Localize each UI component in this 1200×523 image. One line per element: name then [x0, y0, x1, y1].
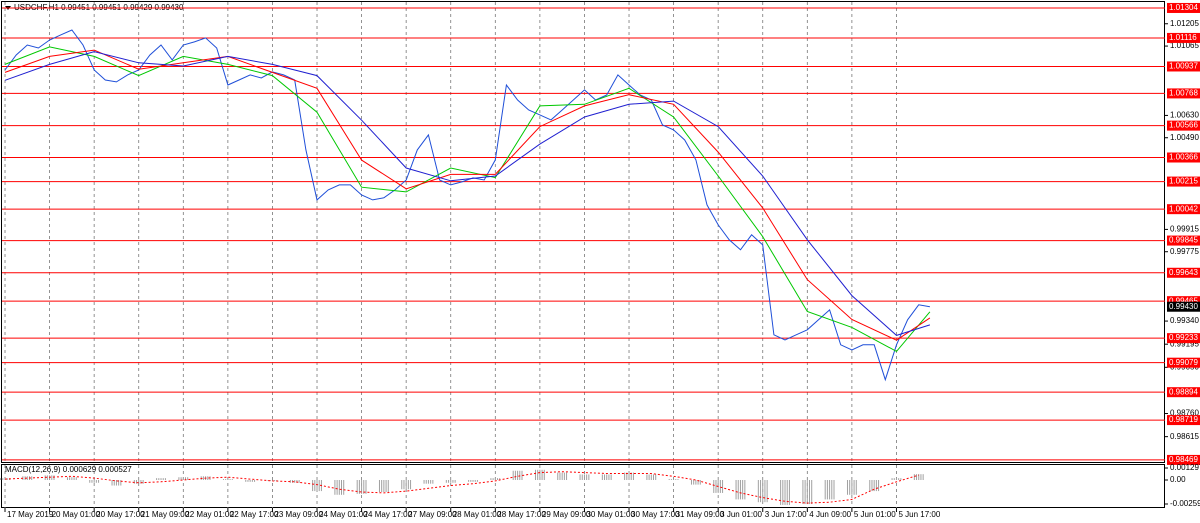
- level-label: 1.00215: [1169, 177, 1198, 186]
- level-label-box: [1167, 387, 1200, 398]
- level-label-box: [1167, 204, 1200, 215]
- level-label-box: [1167, 454, 1200, 465]
- x-tick-label: 24 May 01:00: [319, 510, 368, 519]
- main-frame: [1, 1, 1165, 463]
- level-label: 1.00042: [1169, 204, 1198, 213]
- y-tick-label: 0.00: [1170, 475, 1186, 484]
- level-label-box: [1167, 61, 1200, 72]
- x-tick-label: 28 May 01:00: [453, 510, 502, 519]
- x-tick-label: 20 May 01:00: [52, 510, 101, 519]
- x-tick-label: 21 May 09:00: [141, 510, 190, 519]
- macd-frame: [1, 464, 1165, 508]
- macd-title: MACD(12,26,9) 0.000629 0.000527: [5, 465, 132, 474]
- level-label-box: [1167, 32, 1200, 43]
- level-label-box: [1167, 120, 1200, 131]
- current-price-label: 0.99430: [1169, 302, 1198, 311]
- level-label: 0.99079: [1169, 358, 1198, 367]
- x-tick-label: 22 May 01:00: [185, 510, 234, 519]
- x-tick-label: 5 Jun 17:00: [898, 510, 940, 519]
- y-tick-label: 0.001297: [1170, 463, 1200, 472]
- level-label: 1.00366: [1169, 153, 1198, 162]
- x-tick-label: 28 May 17:00: [497, 510, 546, 519]
- y-tick-label: 0.99775: [1170, 247, 1199, 256]
- y-tick-label: -0.002597: [1170, 499, 1200, 508]
- level-label: 0.98719: [1169, 415, 1198, 424]
- level-label-box: [1167, 357, 1200, 368]
- level-label: 1.00566: [1169, 121, 1198, 130]
- x-tick-label: 20 May 17:00: [96, 510, 145, 519]
- x-tick-label: 4 Jun 09:00: [809, 510, 851, 519]
- y-tick-label: 1.00630: [1170, 111, 1199, 120]
- x-tick-label: 3 Jun 01:00: [720, 510, 762, 519]
- x-tick-label: 23 May 09:00: [274, 510, 323, 519]
- y-tick-label: 1.00490: [1170, 133, 1199, 142]
- x-tick-label: 22 May 17:00: [230, 510, 279, 519]
- level-label-box: [1167, 296, 1200, 307]
- level-label-box: [1167, 333, 1200, 344]
- x-tick-label: 3 Jun 17:00: [765, 510, 807, 519]
- moving-average: [4, 49, 931, 341]
- y-tick-label: 0.98615: [1170, 432, 1199, 441]
- level-label-box: [1167, 415, 1200, 426]
- level-label: 0.99845: [1169, 236, 1198, 245]
- level-label-box: [1167, 176, 1200, 187]
- y-tick-label: 0.98760: [1170, 409, 1199, 418]
- x-tick-label: 27 May 09:00: [408, 510, 457, 519]
- level-label: 1.01304: [1169, 3, 1198, 12]
- x-tick-label: 31 May 09:00: [676, 510, 725, 519]
- y-tick-label: 1.01065: [1170, 41, 1199, 50]
- level-label: 0.99465: [1169, 296, 1198, 305]
- price-line: [4, 29, 930, 382]
- level-label: 1.00937: [1169, 62, 1198, 71]
- x-tick-label: 17 May 2019: [7, 510, 54, 519]
- macd-signal-line: [4, 471, 919, 504]
- level-label: 1.00768: [1169, 89, 1198, 98]
- x-tick-label: 29 May 09:00: [542, 510, 591, 519]
- y-tick-label: 0.99195: [1170, 339, 1199, 348]
- x-tick-label: 5 Jun 01:00: [854, 510, 896, 519]
- level-label-box: [1167, 235, 1200, 246]
- moving-average: [4, 51, 931, 336]
- level-label: 0.98894: [1169, 387, 1198, 396]
- current-price-box: [1167, 301, 1200, 312]
- x-tick-label: 24 May 17:00: [364, 510, 413, 519]
- level-label: 0.99233: [1169, 333, 1198, 342]
- x-tick-label: 30 May 17:00: [631, 510, 680, 519]
- level-label: 1.01116: [1169, 33, 1197, 42]
- x-tick-label: 30 May 01:00: [586, 510, 635, 519]
- y-tick-label: 1.01205: [1170, 19, 1199, 28]
- level-label-box: [1167, 267, 1200, 278]
- level-label: 0.99643: [1169, 268, 1198, 277]
- level-label: 0.98469: [1169, 455, 1198, 464]
- level-label-box: [1167, 152, 1200, 163]
- level-label-box: [1167, 2, 1200, 13]
- y-tick-label: 0.99340: [1170, 316, 1199, 325]
- level-label-box: [1167, 88, 1200, 99]
- y-tick-label: 0.99915: [1170, 225, 1199, 234]
